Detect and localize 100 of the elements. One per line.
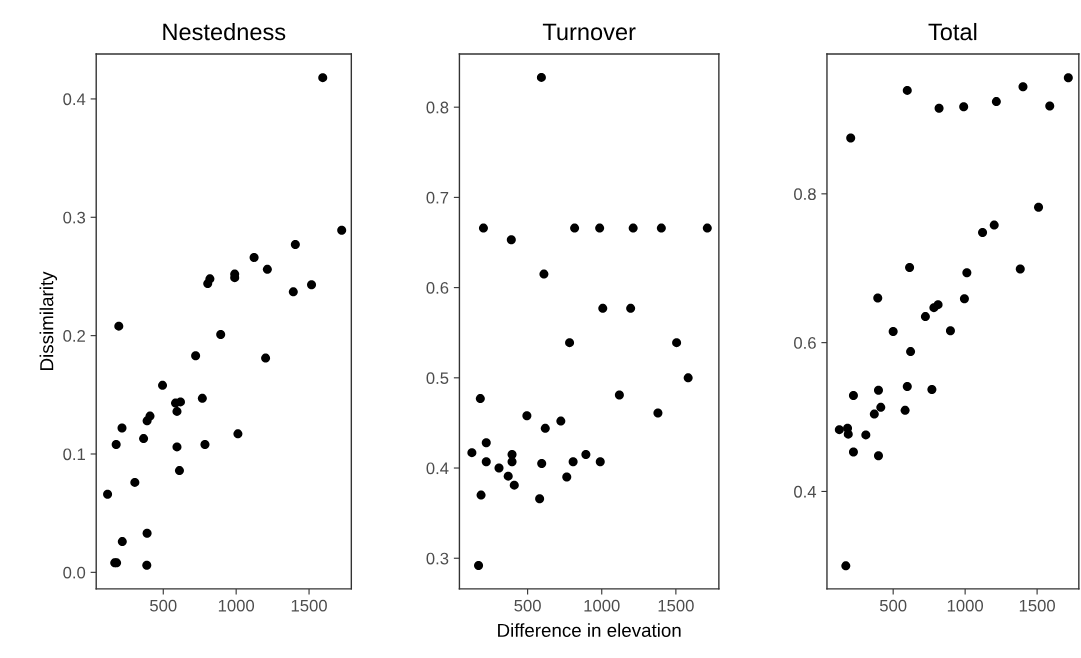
point — [337, 225, 347, 235]
point — [1018, 82, 1028, 92]
point — [197, 393, 207, 403]
point — [933, 300, 943, 310]
y-tick-label: 0.3 — [426, 552, 449, 565]
point — [873, 385, 883, 395]
y-tick-label: 0.6 — [426, 282, 449, 294]
point — [481, 438, 491, 448]
chart-title: Nestedness — [163, 22, 286, 41]
point — [846, 133, 856, 143]
point — [581, 449, 591, 459]
y-axis-title: Dissimilarity — [39, 271, 58, 370]
x-tick-label: 500 — [879, 599, 907, 612]
x-tick-label: 1000 — [218, 599, 255, 612]
point — [290, 240, 300, 249]
x-tick-label: 1500 — [658, 599, 694, 612]
point — [537, 459, 547, 469]
x-tick-label: 500 — [514, 599, 541, 612]
point — [562, 472, 572, 482]
point — [959, 294, 969, 304]
point — [474, 560, 484, 570]
y-tick-label: 0.4 — [426, 462, 449, 475]
y-tick-label: 0.8 — [426, 101, 449, 114]
point — [145, 411, 155, 421]
y-tick-label: 0.5 — [426, 372, 449, 385]
point — [900, 405, 910, 415]
x-tick-label: 1500 — [291, 599, 327, 612]
y-tick-label: 0.3 — [63, 211, 86, 224]
x-tick-label: 500 — [150, 599, 177, 612]
point — [702, 223, 712, 233]
point — [945, 326, 955, 336]
point — [873, 293, 883, 303]
point — [841, 561, 851, 571]
y-tick-label: 0.1 — [63, 448, 85, 461]
point — [174, 466, 184, 476]
point — [959, 102, 969, 112]
point — [467, 448, 477, 458]
point — [307, 280, 317, 290]
point — [989, 220, 999, 230]
point — [506, 235, 516, 245]
point — [1015, 264, 1025, 274]
chart-title: Total — [928, 22, 977, 41]
point — [494, 463, 504, 473]
point — [656, 223, 666, 233]
point — [902, 382, 912, 392]
point — [595, 223, 605, 233]
point — [475, 394, 485, 404]
x-tick-label: 1000 — [947, 599, 984, 612]
y-tick-label: 0.4 — [63, 93, 86, 106]
point — [478, 223, 488, 233]
point — [595, 457, 605, 467]
point — [1063, 73, 1073, 83]
point — [117, 423, 127, 433]
point — [905, 262, 915, 272]
point — [233, 429, 243, 439]
point — [876, 402, 886, 412]
point — [906, 347, 916, 357]
y-tick-label: 0.2 — [63, 330, 85, 342]
point — [200, 440, 210, 450]
point — [1034, 202, 1044, 212]
point — [535, 494, 545, 504]
point — [927, 385, 937, 395]
point — [934, 103, 944, 113]
point — [614, 390, 624, 400]
point — [249, 253, 259, 263]
chart-title: Turnover — [542, 23, 636, 41]
point — [962, 268, 972, 278]
y-tick-label: 0.0 — [63, 566, 86, 579]
point — [834, 425, 844, 435]
point — [556, 416, 566, 426]
point — [843, 429, 853, 439]
point — [920, 312, 930, 322]
point — [172, 442, 182, 452]
point — [103, 489, 113, 499]
point — [507, 457, 517, 467]
point — [522, 411, 532, 421]
y-tick-label: 0.6 — [794, 337, 816, 349]
point — [570, 223, 580, 233]
point — [653, 408, 663, 418]
point — [139, 434, 149, 444]
point — [628, 223, 638, 233]
y-tick-label: 0.4 — [794, 485, 817, 498]
point — [683, 373, 693, 383]
y-tick-label: 0.7 — [426, 191, 449, 204]
point — [288, 287, 298, 297]
x-tick-label: 1500 — [1019, 599, 1055, 612]
point — [117, 537, 127, 547]
point — [978, 228, 988, 238]
point — [598, 303, 608, 313]
point — [114, 321, 124, 331]
point — [672, 338, 682, 348]
point — [111, 440, 121, 450]
point — [861, 430, 871, 440]
point — [991, 97, 1001, 107]
point — [536, 72, 546, 82]
point — [869, 409, 879, 419]
point — [142, 528, 152, 538]
point — [476, 490, 486, 500]
point — [848, 390, 858, 400]
point — [216, 329, 226, 339]
